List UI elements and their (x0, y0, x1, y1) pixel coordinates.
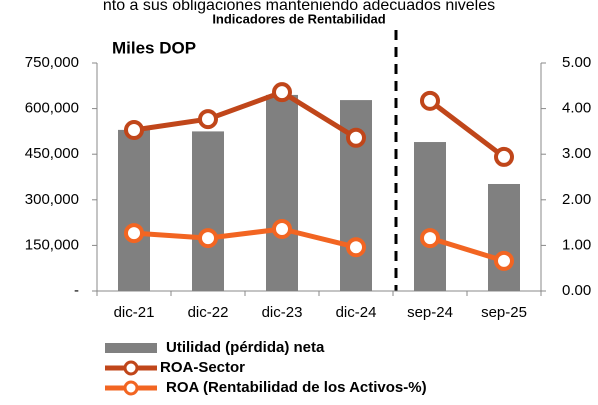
marker (198, 109, 218, 130)
y-tick-label: 300,000 (25, 191, 79, 208)
y2-tick-label: 0.00 (562, 282, 591, 299)
marker (272, 218, 292, 239)
y2-tick-label: 3.00 (562, 145, 591, 162)
x-tick-label: dic-22 (188, 304, 229, 321)
marker (420, 90, 440, 111)
marker (494, 146, 514, 167)
marker (124, 223, 144, 244)
legend-swatch (123, 380, 139, 396)
line (133, 226, 357, 250)
x-tick-label: dic-24 (336, 304, 377, 321)
legend-swatch (105, 343, 157, 353)
legend-label: Utilidad (pérdida) neta (166, 339, 325, 356)
y-tick-label: 750,000 (25, 54, 79, 71)
marker (346, 237, 366, 258)
x-tick-label: dic-23 (262, 304, 303, 321)
legend-label: ROA-Sector (160, 359, 245, 376)
bar (414, 142, 446, 291)
y2-tick-label: 4.00 (562, 100, 591, 117)
marker (198, 228, 218, 249)
y2-tick-label: 5.00 (562, 54, 591, 71)
bar (266, 94, 298, 291)
header-fragment: nto a sus obligaciones manteniendo adecu… (103, 0, 495, 14)
y2-tick-label: 1.00 (562, 236, 591, 253)
chart-title: Indicadores de Rentabilidad (212, 11, 385, 26)
line (429, 235, 505, 264)
bar (488, 183, 520, 291)
y-tick-label: 150,000 (25, 236, 79, 253)
y-tick-label: - (74, 282, 79, 299)
marker (272, 82, 292, 103)
y-tick-label: 450,000 (25, 145, 79, 162)
legend-swatch (123, 360, 139, 376)
line (133, 89, 358, 140)
bar (118, 129, 150, 291)
x-tick-label: sep-25 (481, 304, 527, 321)
line (428, 98, 506, 159)
marker (420, 228, 440, 249)
marker (494, 250, 514, 271)
x-tick-label: dic-21 (114, 304, 155, 321)
legend-label: ROA (Rentabilidad de los Activos-%) (166, 379, 427, 396)
x-tick-label: sep-24 (407, 304, 453, 321)
y2-tick-label: 2.00 (562, 191, 591, 208)
bar (192, 131, 224, 291)
annotation: Miles DOP (112, 38, 196, 57)
marker (124, 120, 144, 141)
y-tick-label: 600,000 (25, 100, 79, 117)
marker (346, 127, 366, 148)
